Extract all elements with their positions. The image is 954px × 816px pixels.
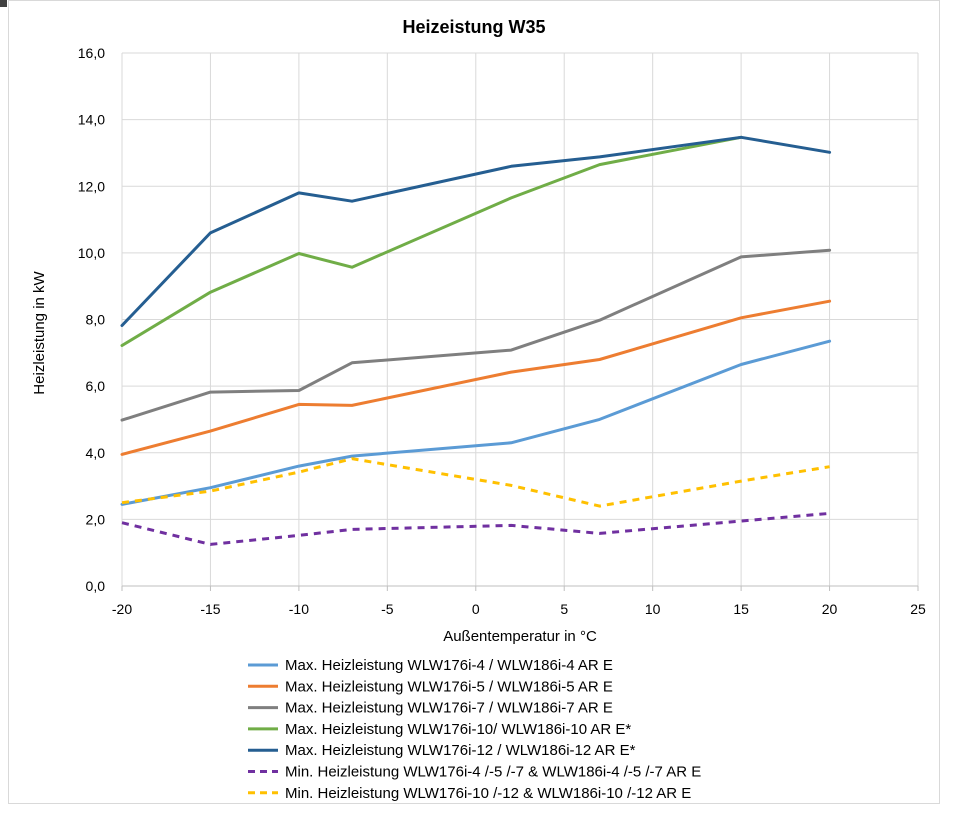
series-line-5 — [120, 135, 832, 327]
legend: Max. Heizleistung WLW176i-4 / WLW186i-4 … — [248, 657, 701, 802]
series-line-6 — [121, 511, 830, 546]
x-tick-label: 10 — [645, 601, 661, 617]
y-tick-label: 4,0 — [86, 445, 106, 461]
chart-title: Heizeistung W35 — [402, 17, 545, 37]
y-tick-label: 12,0 — [78, 178, 105, 194]
y-tick-label: 0,0 — [86, 578, 106, 594]
y-tick-label: 2,0 — [86, 511, 106, 527]
series-line-4 — [120, 135, 743, 347]
y-tick-labels: 0,0 2,0 4,0 6,0 8,0 10,0 12,0 14,0 16,0 — [78, 45, 105, 594]
y-tick-label: 10,0 — [78, 245, 105, 261]
chart-frame — [8, 0, 940, 804]
x-tick-label: -10 — [289, 601, 309, 617]
axes — [121, 585, 919, 591]
x-tick-label: -15 — [200, 601, 220, 617]
x-tick-label: 0 — [472, 601, 480, 617]
x-tick-label: 5 — [560, 601, 568, 617]
legend-entry: Max. Heizleistung WLW176i-5 / WLW186i-5 … — [285, 678, 613, 695]
x-tick-labels: -20 -15 -10 -5 0 5 10 15 20 25 — [112, 601, 926, 617]
legend-entry: Max. Heizleistung WLW176i-7 / WLW186i-7 … — [285, 700, 613, 717]
y-axis-label: Heizleistung in kW — [31, 270, 48, 394]
x-tick-label: 15 — [733, 601, 749, 617]
legend-entry: Max. Heizleistung WLW176i-4 / WLW186i-4 … — [285, 657, 613, 674]
series-lines — [120, 135, 832, 546]
gridlines — [121, 52, 919, 586]
legend-entry: Min. Heizleistung WLW176i-4 /-5 /-7 & WL… — [285, 764, 701, 781]
x-tick-label: 25 — [910, 601, 926, 617]
x-tick-label: 20 — [822, 601, 838, 617]
legend-entry: Min. Heizleistung WLW176i-10 /-12 & WLW1… — [285, 785, 691, 802]
series-line-2 — [120, 299, 832, 456]
x-tick-label: -20 — [112, 601, 132, 617]
x-tick-label: -5 — [381, 601, 394, 617]
legend-entry: Max. Heizleistung WLW176i-12 / WLW186i-1… — [285, 742, 636, 759]
y-tick-label: 16,0 — [78, 45, 105, 61]
corner-marker — [0, 0, 7, 7]
legend-entry: Max. Heizleistung WLW176i-10/ WLW186i-10… — [285, 721, 631, 738]
y-tick-label: 8,0 — [86, 312, 106, 328]
series-line-7 — [121, 457, 830, 508]
y-tick-label: 14,0 — [78, 112, 105, 128]
y-tick-label: 6,0 — [86, 378, 106, 394]
series-line-3 — [120, 248, 832, 422]
x-axis-label: Außentemperatur in °C — [443, 628, 597, 645]
series-line-1 — [120, 339, 832, 506]
